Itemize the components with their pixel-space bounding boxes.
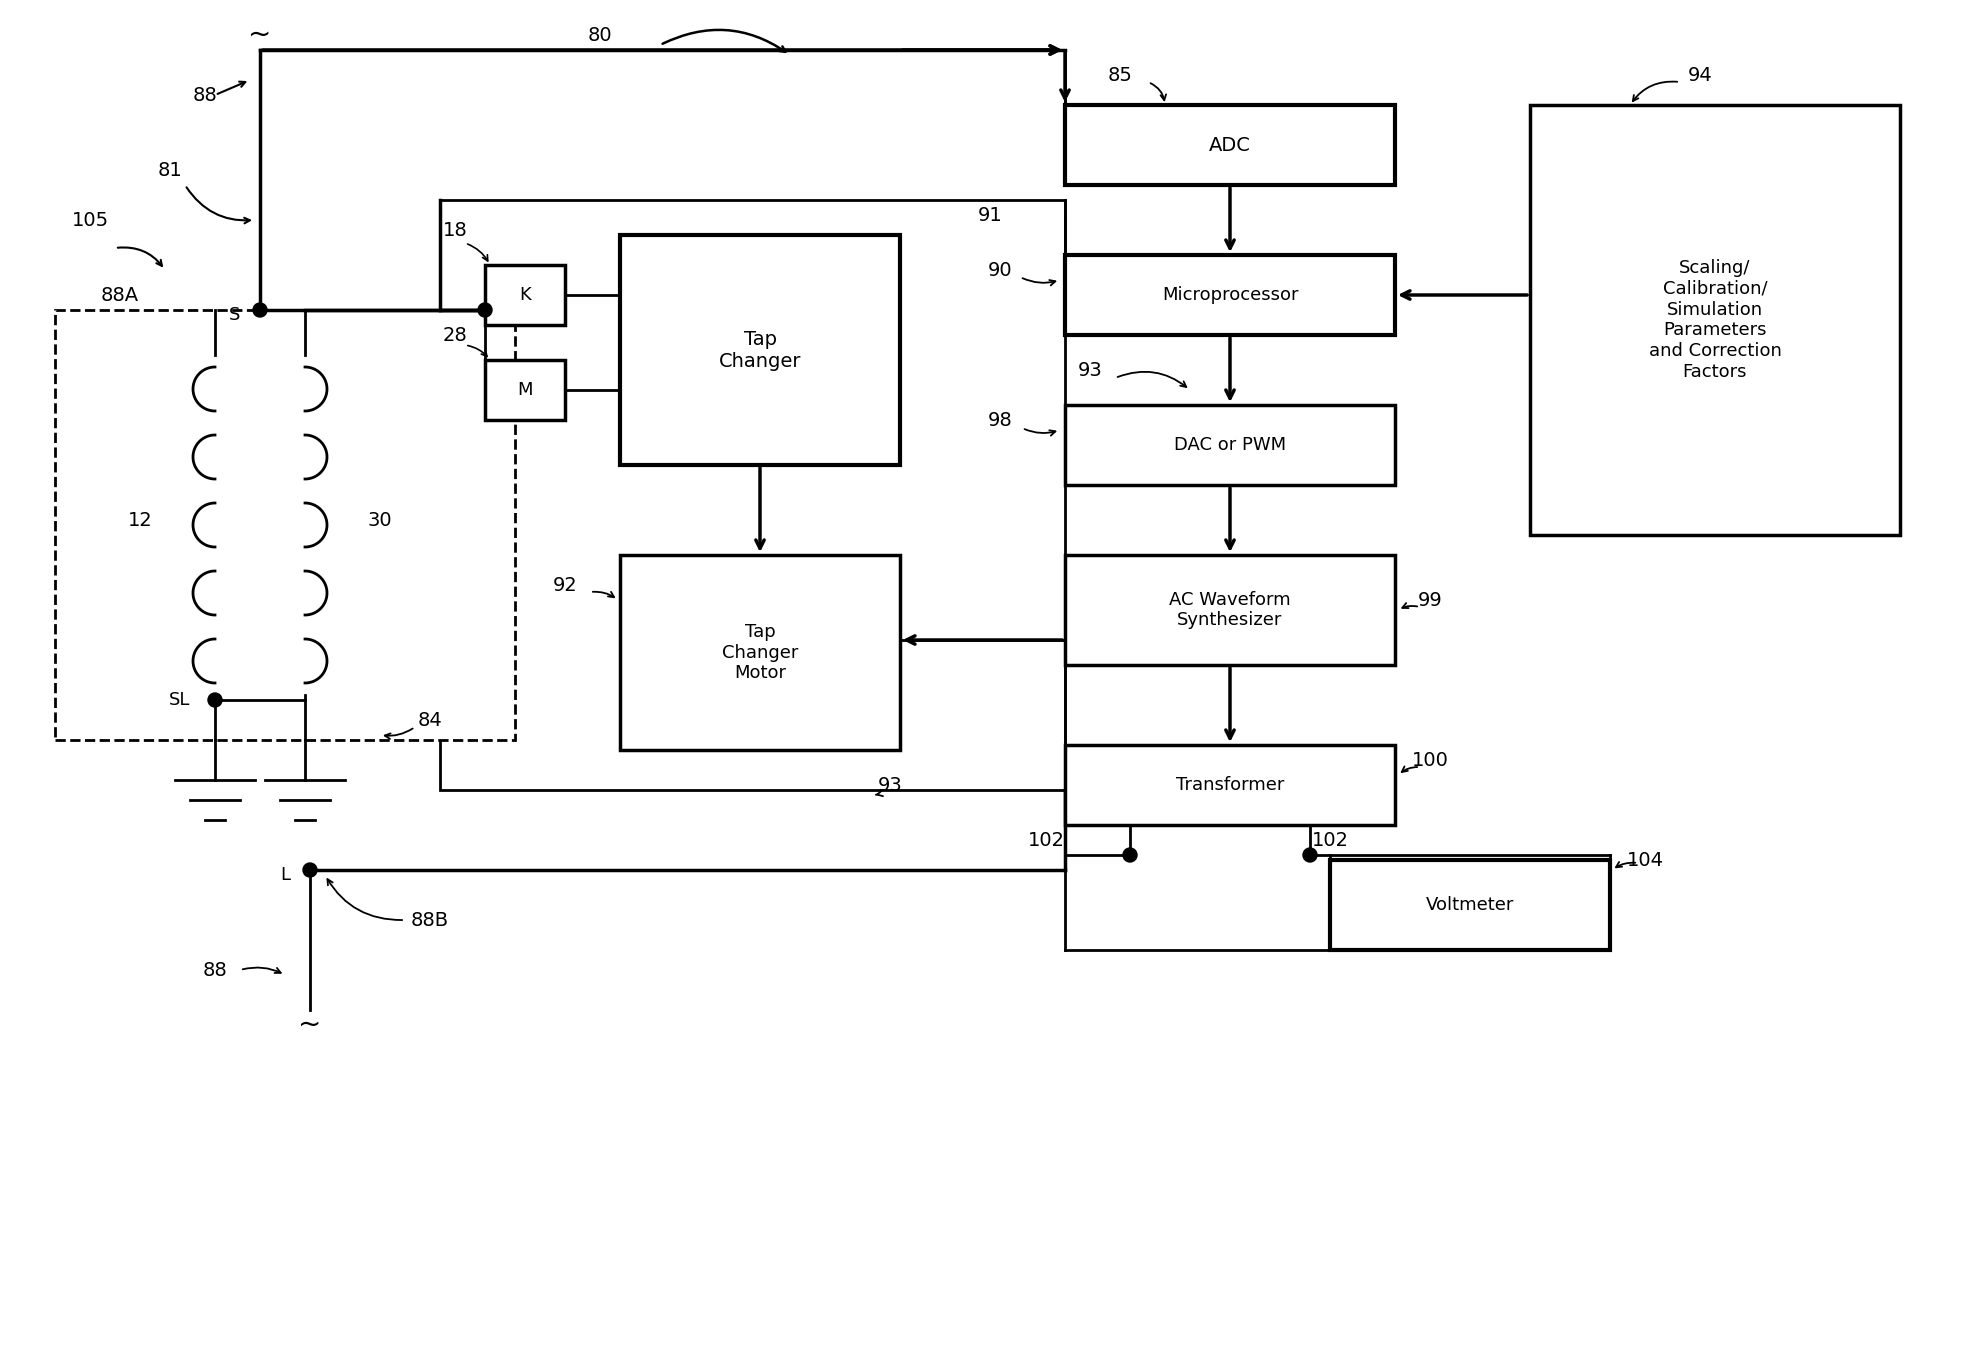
Text: Tap
Changer
Motor: Tap Changer Motor (722, 623, 799, 682)
Text: 94: 94 (1687, 66, 1713, 85)
Circle shape (302, 863, 318, 878)
Bar (620, 235, 901, 465)
Bar (1065, 405, 1395, 485)
Bar (1065, 745, 1395, 826)
Text: 18: 18 (443, 220, 467, 239)
Bar (1065, 555, 1395, 664)
Text: 88A: 88A (100, 286, 139, 305)
Text: 102: 102 (1311, 831, 1348, 849)
Text: 80: 80 (589, 26, 612, 45)
Text: DAC or PWM: DAC or PWM (1173, 436, 1285, 454)
Bar (1530, 105, 1899, 534)
Text: 84: 84 (418, 711, 441, 730)
Text: ~: ~ (249, 21, 271, 49)
Circle shape (1303, 848, 1317, 863)
Text: ~: ~ (298, 1012, 322, 1039)
Text: 104: 104 (1626, 850, 1664, 869)
Bar (55, 310, 514, 740)
Text: 12: 12 (128, 510, 153, 529)
Bar (1065, 256, 1395, 335)
Bar (439, 200, 1065, 790)
Text: 91: 91 (977, 205, 1003, 224)
Bar (485, 360, 565, 420)
Text: AC Waveform
Synthesizer: AC Waveform Synthesizer (1169, 591, 1291, 629)
Text: Microprocessor: Microprocessor (1162, 286, 1299, 303)
Text: 105: 105 (71, 211, 108, 230)
Text: 93: 93 (1077, 361, 1103, 380)
Bar (1065, 105, 1395, 185)
Text: 28: 28 (443, 325, 467, 344)
Text: SL: SL (169, 690, 190, 709)
Text: 88: 88 (202, 961, 228, 980)
Text: M: M (518, 381, 534, 399)
Bar (620, 555, 901, 750)
Text: 98: 98 (987, 410, 1012, 429)
Text: 90: 90 (987, 261, 1012, 279)
Text: 99: 99 (1419, 591, 1442, 610)
Text: Voltmeter: Voltmeter (1426, 895, 1515, 915)
Text: Tap
Changer: Tap Changer (718, 329, 800, 370)
Circle shape (253, 303, 267, 317)
Text: 88B: 88B (410, 910, 449, 930)
Text: S: S (230, 306, 241, 324)
Text: ADC: ADC (1209, 135, 1252, 154)
Text: 93: 93 (877, 775, 903, 794)
Text: Transformer: Transformer (1175, 776, 1285, 794)
Text: Scaling/
Calibration/
Simulation
Parameters
and Correction
Factors: Scaling/ Calibration/ Simulation Paramet… (1648, 258, 1781, 381)
Circle shape (1122, 848, 1138, 863)
Text: 92: 92 (553, 576, 577, 595)
Text: 102: 102 (1028, 831, 1065, 849)
Text: K: K (520, 286, 532, 303)
Text: 100: 100 (1411, 750, 1448, 770)
Text: 30: 30 (367, 510, 392, 529)
Circle shape (479, 303, 492, 317)
Text: 81: 81 (157, 160, 182, 179)
Circle shape (208, 693, 222, 707)
Bar (485, 265, 565, 325)
Text: 85: 85 (1109, 66, 1132, 85)
Text: 88: 88 (192, 86, 218, 104)
Text: L: L (281, 867, 290, 884)
Bar (1330, 860, 1611, 950)
